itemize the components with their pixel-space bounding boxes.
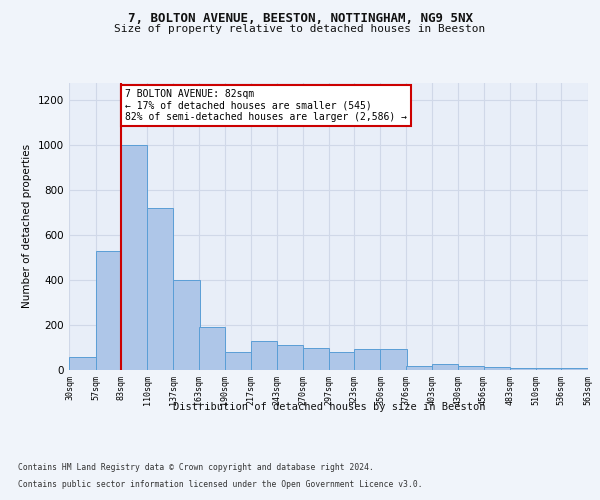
- Bar: [225, 352, 251, 370]
- Bar: [406, 366, 432, 370]
- Bar: [199, 328, 225, 370]
- Y-axis label: Number of detached properties: Number of detached properties: [22, 144, 32, 308]
- Bar: [458, 366, 484, 370]
- Text: Contains HM Land Registry data © Crown copyright and database right 2024.: Contains HM Land Registry data © Crown c…: [18, 464, 374, 472]
- Bar: [536, 368, 562, 370]
- Bar: [510, 368, 536, 370]
- Bar: [561, 368, 587, 370]
- Bar: [329, 352, 355, 370]
- Text: Contains public sector information licensed under the Open Government Licence v3: Contains public sector information licen…: [18, 480, 422, 489]
- Bar: [432, 364, 458, 370]
- Text: 7, BOLTON AVENUE, BEESTON, NOTTINGHAM, NG9 5NX: 7, BOLTON AVENUE, BEESTON, NOTTINGHAM, N…: [128, 12, 473, 26]
- Bar: [484, 366, 510, 370]
- Bar: [70, 356, 96, 370]
- Bar: [354, 348, 380, 370]
- Bar: [96, 251, 122, 370]
- Bar: [173, 280, 200, 370]
- Text: Size of property relative to detached houses in Beeston: Size of property relative to detached ho…: [115, 24, 485, 34]
- Bar: [147, 208, 173, 370]
- Text: Distribution of detached houses by size in Beeston: Distribution of detached houses by size …: [173, 402, 485, 412]
- Text: 7 BOLTON AVENUE: 82sqm
← 17% of detached houses are smaller (545)
82% of semi-de: 7 BOLTON AVENUE: 82sqm ← 17% of detached…: [125, 89, 407, 122]
- Bar: [251, 341, 277, 370]
- Bar: [121, 146, 147, 370]
- Bar: [303, 348, 329, 370]
- Bar: [380, 348, 407, 370]
- Bar: [277, 346, 303, 370]
